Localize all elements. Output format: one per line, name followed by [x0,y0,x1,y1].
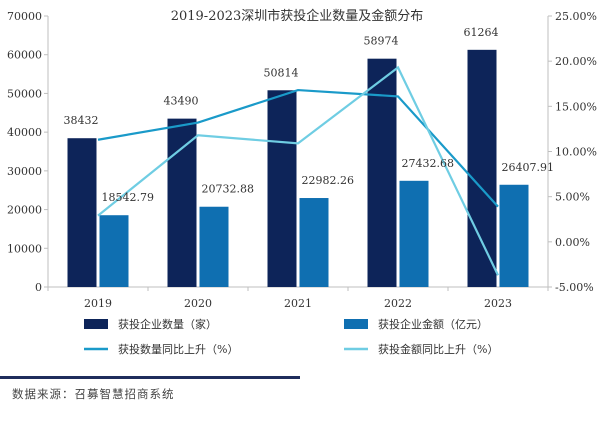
left-tick-label: 0 [35,281,42,294]
legend-label: 获投数量同比上升（%） [118,342,238,356]
data-label-amount: 26407.91 [502,161,555,174]
left-tick-label: 20000 [7,204,42,217]
left-tick-label: 30000 [7,165,42,178]
legend-swatch [344,319,368,329]
data-label-count: 38432 [64,114,99,127]
x-tick-label: 2022 [384,297,412,310]
left-tick-label: 60000 [7,49,42,62]
right-tick-label: -5.00% [555,281,594,294]
x-tick-label: 2019 [84,297,112,310]
bar-count [367,58,397,287]
right-tick-label: 5.00% [555,191,590,204]
bar-count [167,118,197,288]
chart-title: 2019-2023深圳市获投企业数量及金额分布 [171,8,424,24]
right-tick-label: 0.00% [555,236,590,249]
source-note: 数据来源：召募智慧招商系统 [12,387,175,401]
x-tick-label: 2021 [284,297,312,310]
data-label-amount: 18542.79 [102,191,155,204]
bar-amount [499,184,529,287]
data-label-amount: 27432.68 [402,157,455,170]
bar-count [267,90,297,288]
data-label-amount: 22982.26 [302,174,355,187]
bar-amount [99,215,129,287]
data-label-count: 58974 [364,35,399,48]
chart: 2019-2023深圳市获投企业数量及金额分布 0 10000 20000 30000… [7,8,597,356]
right-tick-label: 15.00% [555,100,597,113]
left-tick-label: 50000 [7,87,42,100]
data-label-amount: 20732.88 [202,183,255,196]
x-tick-label: 2020 [184,297,212,310]
left-tick-label: 10000 [7,242,42,255]
right-tick-label: 20.00% [555,55,597,68]
legend-label: 获投金额同比上升（%） [378,342,498,356]
right-tick-label: 25.00% [555,10,597,23]
data-label-count: 43490 [164,95,199,108]
left-tick-label: 40000 [7,126,42,139]
bar-amount [399,180,429,287]
line-amount-growth [97,65,499,276]
data-label-count: 50814 [264,66,299,79]
left-tick-label: 70000 [7,10,42,23]
legend-label: 获投企业金额（亿元） [378,317,488,331]
x-tick-label: 2023 [484,297,512,310]
right-tick-label: 10.00% [555,146,597,159]
bar-amount [199,206,229,287]
footer-divider [0,376,300,379]
bar-count [467,49,497,287]
line-count-growth [97,88,499,208]
bar-amount [299,198,329,287]
data-label-count: 61264 [464,26,499,39]
bar-count [67,138,97,287]
legend-label: 获投企业数量（家） [118,317,217,331]
legend-swatch [84,319,108,329]
